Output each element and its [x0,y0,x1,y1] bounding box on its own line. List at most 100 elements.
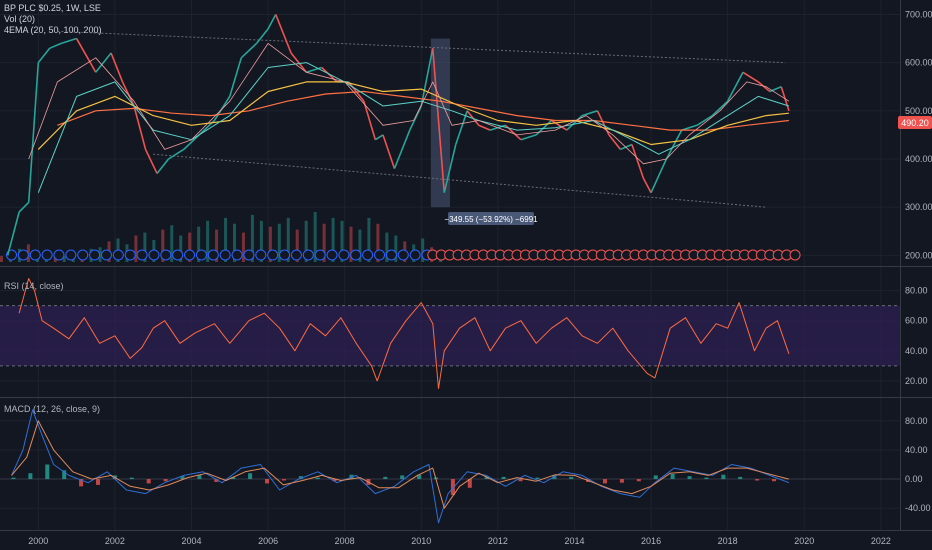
price-segment [18,201,30,213]
macd-histogram-bar [738,476,743,480]
x-tick-label: 2016 [641,536,661,546]
price-segment [420,48,434,107]
x-tick-label: 2008 [335,536,355,546]
price-segment [665,129,683,160]
macd-histogram-bar [180,476,185,480]
dividend-marker[interactable] [17,249,29,261]
dividend-marker[interactable] [53,249,65,261]
macd-histogram-bar [383,476,388,480]
ema100-line [37,81,789,150]
rsi-y-tick-label: 60.00 [905,316,928,326]
dividend-marker[interactable] [89,249,101,261]
dividend-marker[interactable] [219,249,231,261]
volume-bar [313,212,317,262]
price-y-tick-label: 500.00 [905,106,932,116]
macd-histogram-bar [467,479,472,488]
dividend-marker[interactable] [397,249,409,261]
dividend-marker[interactable] [338,249,350,261]
volume-bar [233,223,237,262]
dividend-marker[interactable] [160,249,172,261]
macd-panel[interactable] [0,409,900,524]
volume-bar [188,232,192,262]
dividend-marker[interactable] [195,249,207,261]
price-segment [520,134,537,141]
price-segment [240,42,258,59]
price-y-tick-label: 600.00 [905,58,932,68]
dividend-marker[interactable] [172,249,184,261]
price-segment [454,110,468,145]
price-segment [27,62,40,203]
price-segment [363,100,377,140]
rsi-line [18,278,790,389]
dividend-marker[interactable] [112,249,124,261]
dividend-marker[interactable] [77,249,89,261]
dividend-marker[interactable] [267,249,279,261]
volume-bar [349,226,353,262]
dividend-marker[interactable] [243,249,255,261]
price-segment [133,105,147,150]
x-tick-label: 2010 [411,536,431,546]
price-segment [267,14,277,30]
price-panel[interactable] [0,14,801,262]
macd-histogram-bar [569,476,574,480]
chart-legend: BP PLC $0.25, 1W, LSE Vol (20) 4EMA (20,… [4,3,102,36]
dividend-marker[interactable] [374,249,386,261]
price-y-tick-label: 200.00 [905,250,932,260]
dividend-marker[interactable] [409,249,421,261]
volume-bar [322,223,326,262]
rsi-y-tick-label: 20.00 [905,376,928,386]
rsi-band [0,305,900,366]
dividend-marker[interactable] [302,249,314,261]
price-segment [306,66,322,74]
earnings-marker[interactable] [789,249,801,261]
dividend-marker[interactable] [290,249,302,261]
price-segment [275,14,292,54]
dividend-marker[interactable] [362,249,374,261]
volume-bar [161,229,165,262]
dividend-marker[interactable] [184,249,196,261]
price-segment [608,134,622,150]
volume-bar [277,223,281,262]
macd-histogram-bar [535,477,540,480]
macd-y-tick-label: 0.00 [905,474,923,484]
price-segment [374,134,384,141]
macd-histogram-bar [332,479,337,482]
price-segment [696,114,713,126]
price-tag-text: 490.20 [901,118,929,128]
macd-histogram-bar [417,474,422,480]
dividend-marker[interactable] [326,249,338,261]
dividend-marker[interactable] [41,249,53,261]
x-tick-label: 2012 [488,536,508,546]
dividend-marker[interactable] [65,249,77,261]
dividend-marker[interactable] [29,249,41,261]
dividend-marker[interactable] [100,249,112,261]
price-segment [711,100,729,117]
dividend-marker[interactable] [314,249,326,261]
price-segment [75,38,97,73]
price-segment [6,211,20,256]
dividend-marker[interactable] [255,249,267,261]
price-segment [726,71,744,102]
macd-histogram-bar [265,479,270,484]
price-segment [431,48,440,121]
x-tick-label: 2014 [564,536,584,546]
price-segment [110,52,124,83]
rsi-panel[interactable] [0,278,900,389]
dividend-marker[interactable] [207,249,219,261]
dividend-marker[interactable] [136,249,148,261]
dividend-marker[interactable] [231,249,243,261]
dividend-marker[interactable] [385,249,397,261]
dividend-marker[interactable] [350,249,362,261]
price-segment [393,129,411,169]
dividend-marker[interactable] [279,249,291,261]
macd-histogram-bar [636,479,641,482]
macd-histogram-bar [687,476,692,480]
dividend-marker[interactable] [124,249,136,261]
volume-bar [286,217,290,262]
macd-histogram-bar [450,479,455,496]
volume-bar [421,238,425,262]
dividend-marker[interactable] [148,249,160,261]
x-tick-label: 2018 [718,536,738,546]
